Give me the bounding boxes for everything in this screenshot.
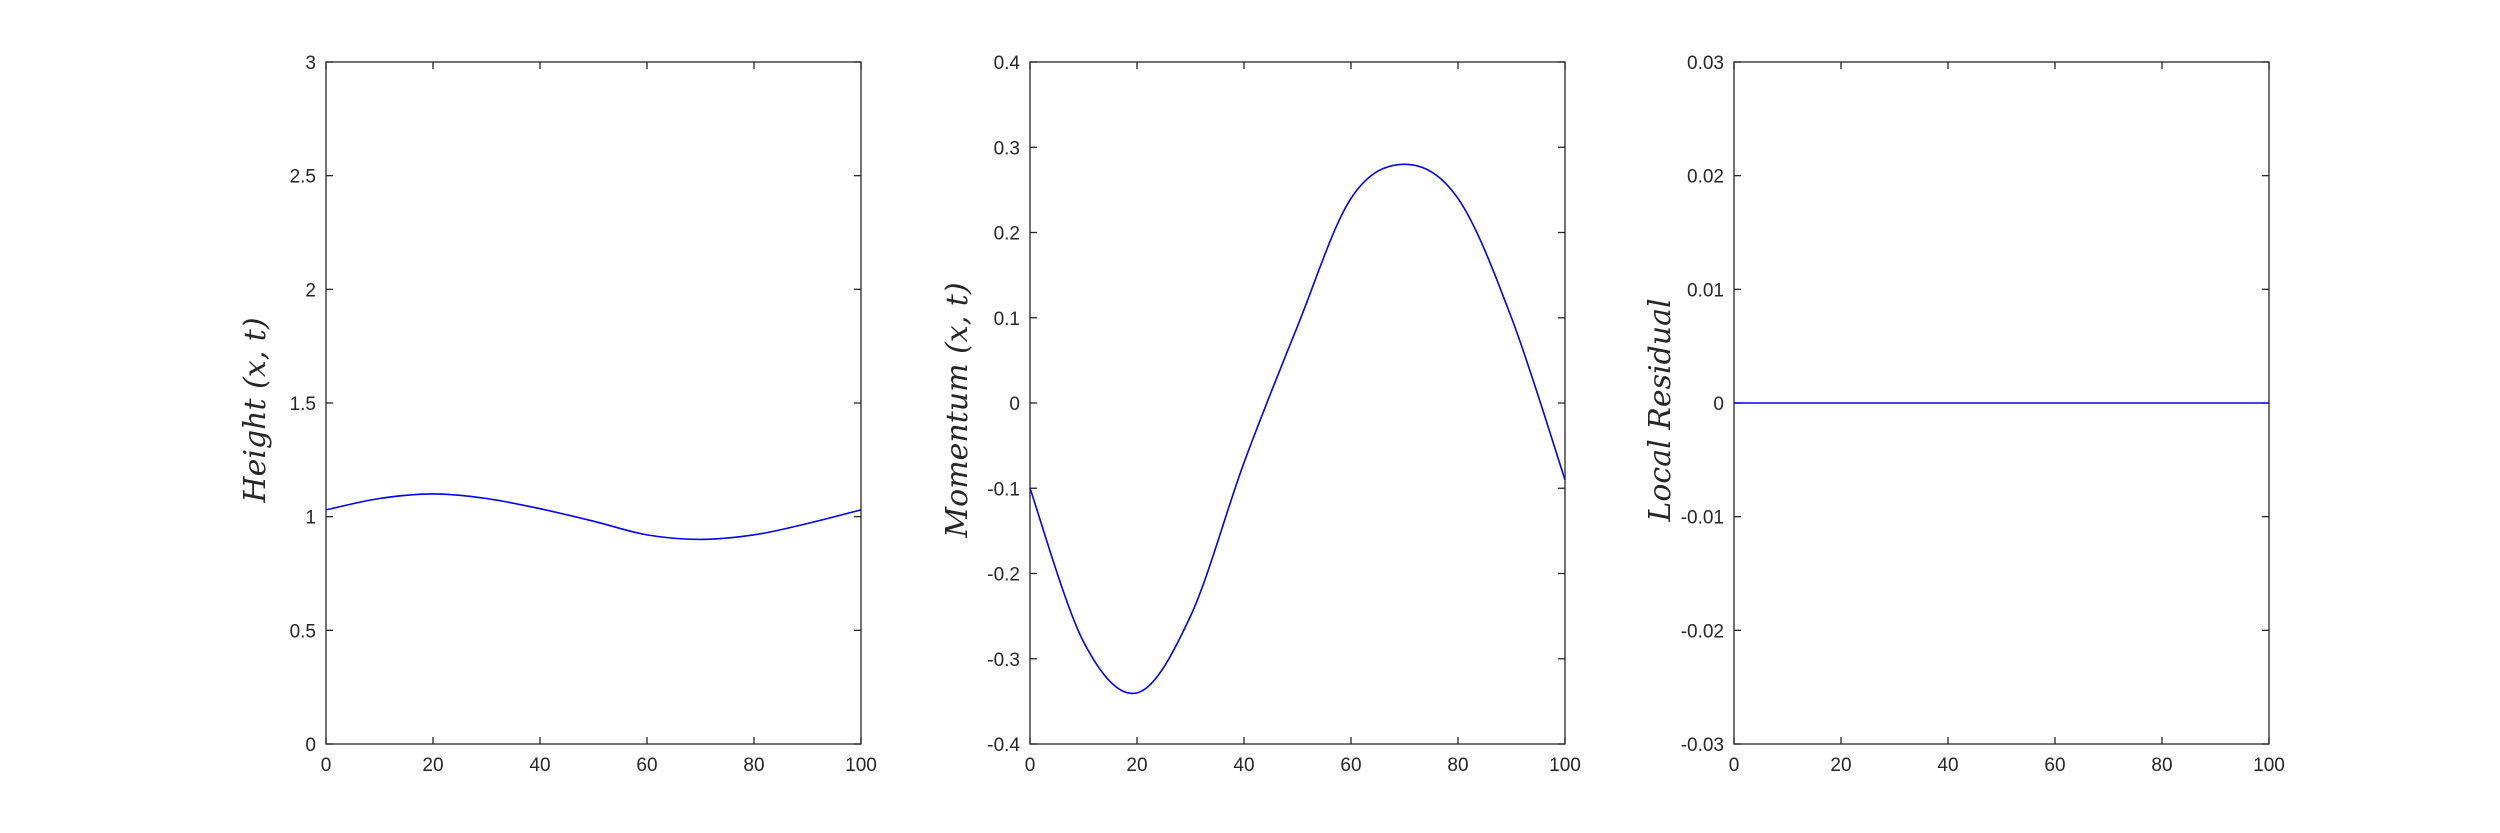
local-residual-ytick-label: 0 [1713,394,1724,415]
local-residual-xtick-label: 20 [1830,755,1851,776]
height-ytick-label: 0 [305,735,316,756]
height-series-line [325,493,862,541]
height-ytick-label: 1 [305,508,316,529]
momentum-ylabel: Momentum (x, t) [940,282,975,538]
height-xtick-label: 0 [321,755,332,776]
momentum-ytick-label: -0.4 [987,735,1020,756]
local-residual-panel: Local Residual 0 20 40 60 80 100 -0.03 -0.02 -0.… [1643,53,2285,776]
momentum-ytick-label: -0.2 [987,565,1020,586]
momentum-xtick-label: 60 [1340,755,1361,776]
local-residual-ytick-label: 0.01 [1687,280,1724,301]
height-ytick-label: 1.5 [290,394,316,415]
local-residual-ytick-label: -0.01 [1681,508,1724,529]
height-ylabel: Height (x, t) [238,317,273,503]
momentum-xtick-label: 0 [1025,755,1036,776]
height-xtick-label: 60 [636,755,657,776]
height-ytick-label: 2.5 [290,167,316,188]
height-ytick-label: 0.5 [290,621,316,642]
momentum-ytick-label: 0.2 [994,224,1020,245]
local-residual-xtick-label: 80 [2151,755,2172,776]
momentum-panel: Momentum (x, t) 0 20 40 60 80 100 -0.4 -0.3 -0.2… [940,53,1581,776]
momentum-xtick-label: 20 [1126,755,1147,776]
local-residual-ytick-label: -0.03 [1681,735,1724,756]
local-residual-ytick-label: -0.02 [1681,621,1724,642]
height-xtick-label: 20 [422,755,443,776]
momentum-series-line [1029,163,1566,695]
local-residual-ytick-label: 0.03 [1687,53,1724,74]
height-panel: Height (x, t) 0 20 40 60 80 100 0 0.5 1 1.5 2 2.5 3 [238,53,877,776]
height-xtick-label: 80 [743,755,764,776]
momentum-xtick-label: 80 [1447,755,1468,776]
height-xtick-label: 40 [529,755,550,776]
momentum-ytick-label: -0.3 [987,650,1020,671]
local-residual-xtick-label: 100 [2253,755,2285,776]
momentum-ytick-label: 0.3 [994,138,1020,159]
momentum-xtick-label: 40 [1233,755,1254,776]
local-residual-xtick-label: 60 [2044,755,2065,776]
momentum-xtick-label: 100 [1549,755,1581,776]
local-residual-xtick-label: 0 [1729,755,1740,776]
local-residual-xtick-label: 40 [1937,755,1958,776]
momentum-ytick-label: 0 [1009,394,1020,415]
height-xtick-label: 100 [845,755,877,776]
local-residual-ytick-label: 0.02 [1687,167,1724,188]
local-residual-ylabel: Local Residual [1643,298,1678,522]
height-ytick-label: 3 [305,53,316,74]
height-ytick-label: 2 [305,280,316,301]
momentum-ytick-label: -0.1 [987,479,1020,500]
momentum-ytick-label: 0.4 [994,53,1021,74]
momentum-ytick-label: 0.1 [994,309,1020,330]
